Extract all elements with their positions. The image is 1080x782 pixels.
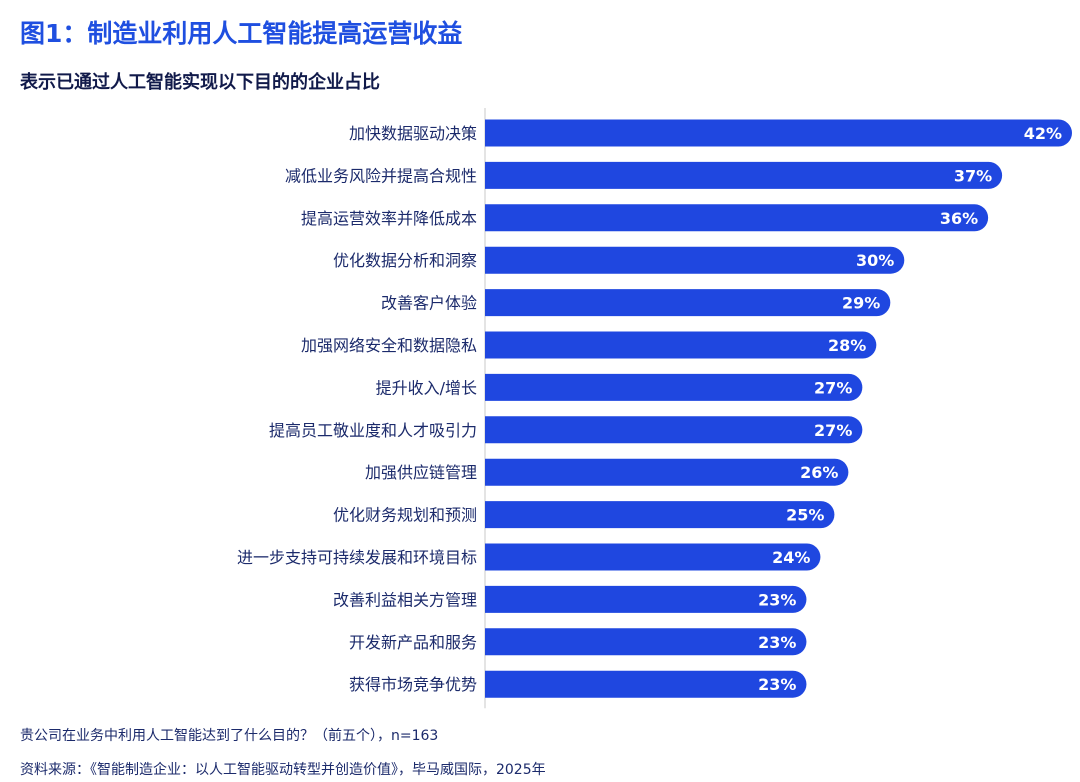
chart-subtitle: 表示已通过人工智能实现以下目的的企业占比 — [20, 72, 380, 93]
category-label: 获得市场竞争优势 — [349, 675, 477, 694]
bar — [485, 458, 849, 486]
bar — [485, 289, 891, 317]
bar — [485, 543, 821, 571]
bar — [485, 628, 807, 656]
bar — [485, 204, 989, 232]
bar — [485, 246, 905, 274]
bar — [485, 416, 863, 444]
category-label: 改善客户体验 — [381, 294, 477, 313]
category-label: 加强网络安全和数据隐私 — [301, 336, 477, 355]
category-label: 优化财务规划和预测 — [333, 506, 477, 525]
bar-chart: 加快数据驱动决策 42% 减低业务风险并提高合规性 37% 提高运营效率并降低成本 36%… — [237, 108, 1072, 709]
value-label: 28% — [828, 336, 866, 355]
value-label: 29% — [842, 294, 880, 313]
bar — [485, 161, 1003, 189]
value-label: 30% — [856, 251, 894, 270]
bar — [485, 331, 877, 359]
chart-title: 图1：制造业利用人工智能提高运营收益 — [20, 19, 463, 48]
value-label: 27% — [814, 378, 852, 397]
value-label: 24% — [772, 548, 810, 567]
value-label: 37% — [954, 166, 992, 185]
category-label: 改善利益相关方管理 — [333, 590, 477, 609]
category-label: 进一步支持可持续发展和环境目标 — [237, 548, 477, 567]
bar — [485, 670, 807, 698]
category-label: 提高运营效率并降低成本 — [301, 209, 477, 228]
value-label: 23% — [758, 675, 796, 694]
value-label: 23% — [758, 633, 796, 652]
value-label: 42% — [1024, 124, 1062, 143]
category-label: 开发新产品和服务 — [349, 633, 477, 652]
survey-footnote: 贵公司在业务中利用人工智能达到了什么目的？（前五个），n=163 — [20, 728, 439, 744]
value-label: 25% — [786, 506, 824, 525]
bar — [485, 119, 1072, 147]
category-label: 加强供应链管理 — [365, 463, 477, 482]
value-label: 27% — [814, 421, 852, 440]
bar — [485, 585, 807, 613]
value-label: 23% — [758, 590, 796, 609]
category-label: 优化数据分析和洞察 — [333, 251, 477, 270]
bar — [485, 501, 835, 529]
value-label: 36% — [940, 209, 978, 228]
category-label: 加快数据驱动决策 — [349, 124, 477, 143]
bars-layer: 加快数据驱动决策 42% 减低业务风险并提高合规性 37% 提高运营效率并降低成本 36%… — [237, 119, 1072, 698]
value-label: 26% — [800, 463, 838, 482]
bar — [485, 373, 863, 401]
category-label: 提升收入/增长 — [376, 378, 477, 397]
category-label: 提高员工敬业度和人才吸引力 — [269, 421, 477, 440]
source-note: 资料来源：《智能制造企业：以人工智能驱动转型并创造价值》，毕马威国际，2025年 — [20, 762, 546, 778]
category-label: 减低业务风险并提高合规性 — [285, 166, 477, 185]
